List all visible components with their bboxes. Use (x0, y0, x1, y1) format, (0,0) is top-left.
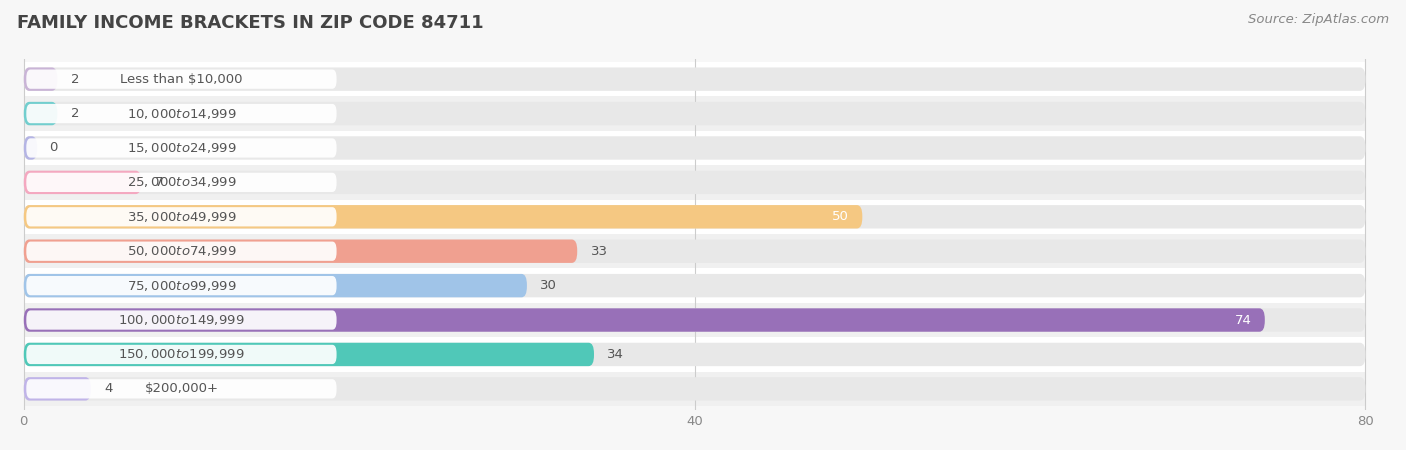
Text: FAMILY INCOME BRACKETS IN ZIP CODE 84711: FAMILY INCOME BRACKETS IN ZIP CODE 84711 (17, 14, 484, 32)
FancyBboxPatch shape (24, 239, 578, 263)
Text: 2: 2 (70, 107, 79, 120)
FancyBboxPatch shape (24, 274, 1365, 297)
FancyBboxPatch shape (24, 239, 1365, 263)
FancyBboxPatch shape (24, 377, 91, 400)
FancyBboxPatch shape (24, 102, 1365, 125)
Text: 4: 4 (104, 382, 112, 396)
FancyBboxPatch shape (24, 377, 1365, 400)
FancyBboxPatch shape (24, 136, 37, 160)
FancyBboxPatch shape (27, 69, 336, 89)
Text: Source: ZipAtlas.com: Source: ZipAtlas.com (1249, 14, 1389, 27)
Text: Less than $10,000: Less than $10,000 (120, 72, 243, 86)
FancyBboxPatch shape (24, 102, 58, 125)
Text: $200,000+: $200,000+ (145, 382, 218, 396)
FancyBboxPatch shape (27, 173, 336, 192)
Text: 30: 30 (540, 279, 557, 292)
Bar (24, 62, 1365, 96)
Text: $10,000 to $14,999: $10,000 to $14,999 (127, 107, 236, 121)
FancyBboxPatch shape (24, 205, 1365, 229)
Text: 33: 33 (591, 245, 607, 258)
Text: $50,000 to $74,999: $50,000 to $74,999 (127, 244, 236, 258)
FancyBboxPatch shape (27, 242, 336, 261)
Bar (24, 372, 1365, 406)
FancyBboxPatch shape (24, 205, 862, 229)
FancyBboxPatch shape (27, 379, 336, 399)
Text: $25,000 to $34,999: $25,000 to $34,999 (127, 176, 236, 189)
Text: $35,000 to $49,999: $35,000 to $49,999 (127, 210, 236, 224)
FancyBboxPatch shape (24, 308, 1265, 332)
FancyBboxPatch shape (27, 138, 336, 158)
FancyBboxPatch shape (27, 345, 336, 364)
Bar (24, 268, 1365, 303)
Text: $75,000 to $99,999: $75,000 to $99,999 (127, 279, 236, 292)
Bar (24, 200, 1365, 234)
FancyBboxPatch shape (24, 343, 593, 366)
Bar (24, 303, 1365, 337)
Bar (24, 234, 1365, 268)
FancyBboxPatch shape (24, 171, 141, 194)
FancyBboxPatch shape (24, 68, 1365, 91)
FancyBboxPatch shape (24, 171, 1365, 194)
Bar (24, 337, 1365, 372)
FancyBboxPatch shape (24, 343, 1365, 366)
FancyBboxPatch shape (24, 136, 1365, 160)
Text: 34: 34 (607, 348, 624, 361)
Text: 50: 50 (832, 210, 849, 223)
FancyBboxPatch shape (24, 308, 1365, 332)
Bar (24, 96, 1365, 131)
Text: $15,000 to $24,999: $15,000 to $24,999 (127, 141, 236, 155)
Text: 0: 0 (49, 141, 58, 154)
FancyBboxPatch shape (27, 207, 336, 226)
Text: $150,000 to $199,999: $150,000 to $199,999 (118, 347, 245, 361)
Bar (24, 131, 1365, 165)
FancyBboxPatch shape (24, 274, 527, 297)
FancyBboxPatch shape (24, 68, 58, 91)
Text: 7: 7 (155, 176, 163, 189)
Text: $100,000 to $149,999: $100,000 to $149,999 (118, 313, 245, 327)
FancyBboxPatch shape (27, 310, 336, 330)
Bar (24, 165, 1365, 200)
Text: 74: 74 (1234, 314, 1251, 327)
FancyBboxPatch shape (27, 276, 336, 295)
FancyBboxPatch shape (27, 104, 336, 123)
Text: 2: 2 (70, 72, 79, 86)
